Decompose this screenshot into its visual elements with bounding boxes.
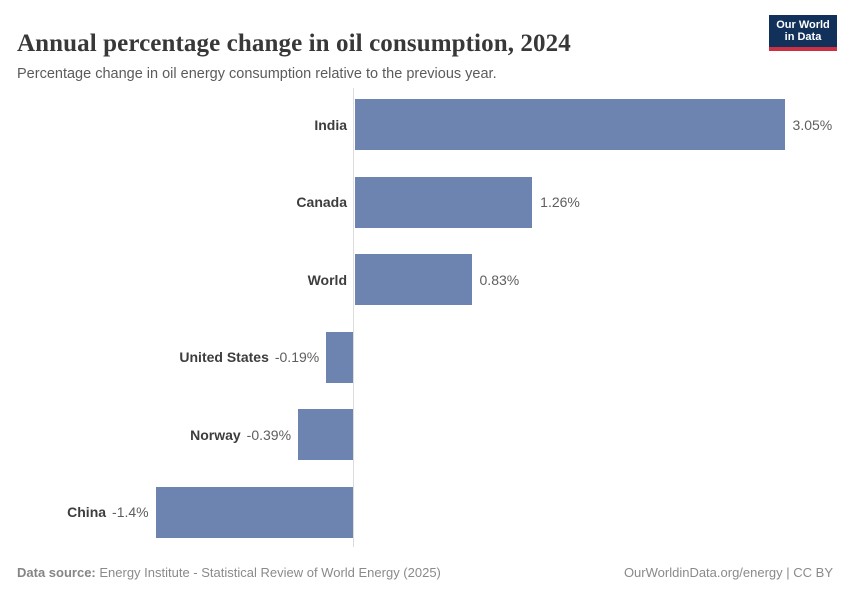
bar-norway[interactable] [298,409,353,460]
owid-logo-line1: Our World [776,18,830,31]
bar-canada[interactable] [354,176,533,228]
chart-title: Annual percentage change in oil consumpt… [17,29,571,57]
entity-label-canada: Canada [296,194,347,210]
bar-world[interactable] [354,254,472,305]
value-label-united-states: -0.19% [274,349,320,365]
footer-datasource: Data source: Energy Institute - Statisti… [17,565,441,580]
chart-subtitle: Percentage change in oil energy consumpt… [17,65,497,82]
footer-datasource-text: Energy Institute - Statistical Review of… [95,565,441,580]
bar-india[interactable] [354,99,785,150]
zero-axis-line [353,88,354,547]
footer: Data source: Energy Institute - Statisti… [17,565,833,580]
entity-label-world: World [307,271,347,288]
bar-chart: India 3.05% Canada 1.26% World 0.83% United St… [0,88,850,548]
entity-label-china: China [67,504,107,520]
entity-label-norway: Norway [190,426,241,443]
value-label-norway: -0.39% [246,426,292,443]
bar-china[interactable] [155,486,353,538]
footer-license: OurWorldinData.org/energy | CC BY [623,565,833,580]
value-label-china: -1.4% [112,504,149,520]
entity-label-united-states: United States [179,349,269,365]
owid-logo-line2: in Data [784,31,822,43]
labels-norway: Norway -0.39% [190,409,291,460]
labels-china: China -1.4% [67,487,148,538]
value-label-canada: 1.26% [540,194,580,210]
value-label-india: 3.05% [792,116,833,133]
labels-united-states: United States -0.19% [179,332,319,383]
value-label-world: 0.83% [479,271,520,288]
entity-label-india: India [314,116,347,133]
footer-datasource-label: Data source: [17,565,96,580]
owid-logo[interactable]: Our World in Data [769,15,837,51]
bar-united-states[interactable] [326,331,353,383]
